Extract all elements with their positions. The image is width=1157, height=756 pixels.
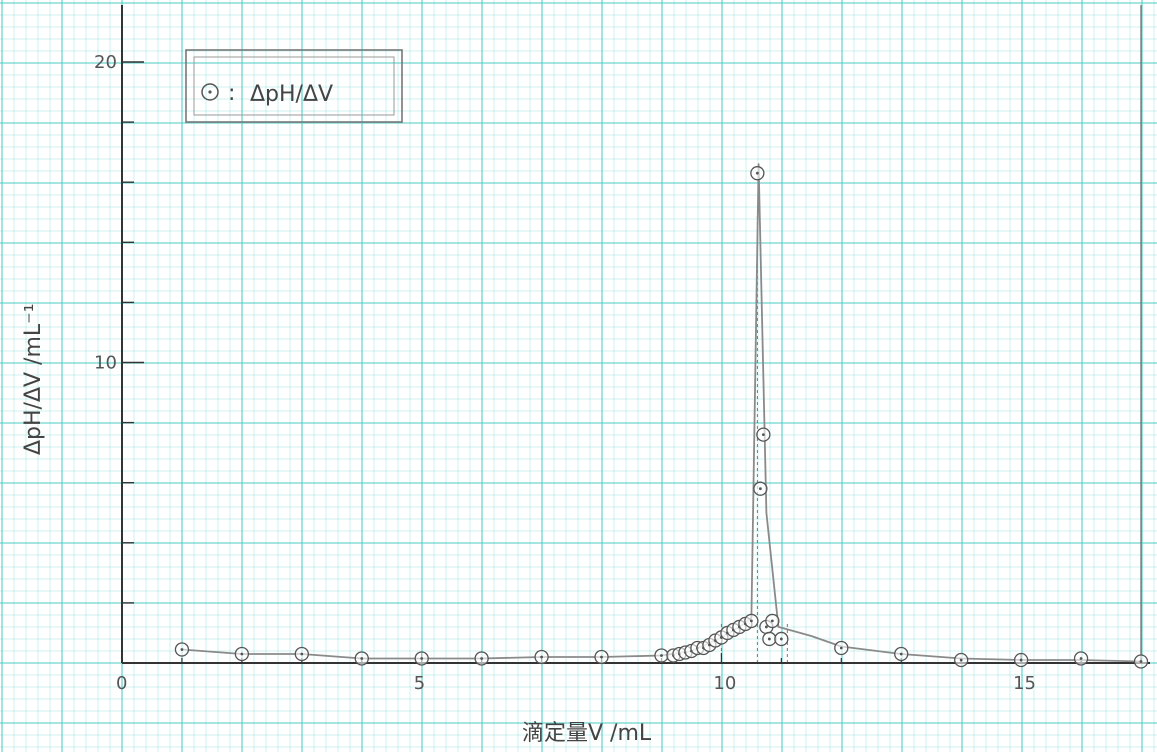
data-point: [1133, 654, 1149, 669]
data-point: [234, 646, 250, 662]
data-point-dot: [420, 657, 424, 660]
data-point-dot: [480, 657, 484, 660]
legend-marker-dot: [208, 90, 212, 94]
y-tick-label: 10: [94, 353, 117, 374]
data-point-dot: [761, 433, 765, 437]
data-point: [954, 652, 969, 668]
data-point-dot: [749, 619, 753, 623]
data-point: [744, 613, 759, 629]
data-point-dot: [899, 652, 903, 656]
data-point-dot: [300, 652, 304, 656]
data-point-dot: [764, 625, 768, 629]
x-tick-label: 5: [414, 673, 425, 694]
tick-labels: 0 5 10 15 10 20: [94, 52, 1036, 694]
data-point-dot: [360, 657, 364, 660]
y-tick-label: 20: [94, 52, 117, 73]
data-point-dot: [600, 655, 603, 659]
data-point: [1013, 652, 1029, 668]
data-point: [894, 646, 909, 662]
data-point: [750, 166, 765, 181]
data-point-dot: [755, 171, 759, 175]
data-point: [474, 651, 489, 666]
data-point: [654, 648, 669, 663]
data-point-dot: [959, 658, 963, 662]
data-point: [294, 646, 309, 662]
data-point-dot: [240, 652, 244, 656]
legend-box-inner: [193, 56, 395, 116]
data-point: [534, 649, 549, 665]
legend-marker: [201, 83, 219, 101]
data-point: [174, 642, 190, 657]
data-point: [762, 631, 777, 647]
legend: : ΔpH/ΔV: [185, 49, 403, 123]
data-point-dot: [1079, 657, 1083, 660]
data-point: [834, 640, 849, 656]
data-point-dot: [180, 648, 184, 651]
data-point-dot: [1019, 658, 1023, 662]
x-tick-label: 10: [713, 673, 736, 694]
x-tick-label: 0: [116, 673, 127, 694]
data-point: [354, 651, 369, 666]
data-point-dot: [758, 487, 762, 491]
data-point: [594, 649, 609, 665]
data-point-dot: [839, 646, 843, 650]
data-point-dot: [1139, 660, 1143, 663]
legend-series-name: ΔpH/ΔV: [250, 82, 333, 107]
y-axis-title: ΔpH/ΔV /mL⁻¹: [21, 303, 46, 455]
data-point: [414, 651, 429, 666]
x-tick-label: 15: [1013, 673, 1036, 694]
legend-colon: :: [228, 81, 235, 106]
points-layer: [174, 166, 1149, 669]
data-point: [774, 631, 789, 647]
data-point: [765, 613, 780, 629]
data-point-dot: [767, 637, 771, 641]
data-point: [756, 427, 771, 442]
x-axis-title: 滴定量V /mL: [522, 721, 652, 746]
data-point: [1073, 651, 1089, 666]
legend-box-outer: [185, 49, 403, 123]
data-point-dot: [779, 637, 783, 641]
data-point-dot: [770, 619, 774, 623]
data-point: [753, 481, 768, 496]
data-point-dot: [540, 655, 543, 659]
data-point-dot: [660, 654, 663, 657]
